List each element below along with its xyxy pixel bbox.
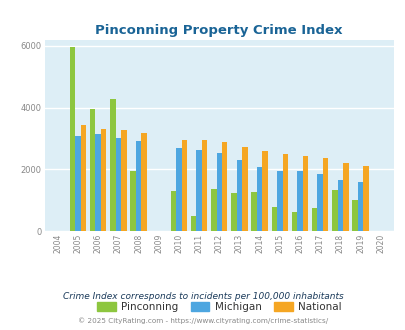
Bar [95,134,100,231]
Legend: Pinconning, Michigan, National: Pinconning, Michigan, National [92,297,345,316]
Bar [276,171,282,231]
Bar [322,158,328,231]
Bar [331,190,337,231]
Bar [337,180,342,231]
Title: Pinconning Property Crime Index: Pinconning Property Crime Index [95,24,342,37]
Bar [282,154,287,231]
Bar [100,129,106,231]
Bar [357,182,362,231]
Bar [110,99,115,231]
Bar [222,143,227,231]
Bar [271,207,276,231]
Bar [135,141,141,231]
Bar [130,171,135,231]
Bar [201,140,207,231]
Bar [90,109,95,231]
Bar [362,166,368,231]
Bar [141,133,146,231]
Bar [176,148,181,231]
Bar [256,167,262,231]
Bar [311,208,317,231]
Bar [70,47,75,231]
Bar [251,192,256,231]
Bar [317,174,322,231]
Bar [352,200,357,231]
Bar [231,193,236,231]
Bar [190,216,196,231]
Bar [291,212,296,231]
Text: Crime Index corresponds to incidents per 100,000 inhabitants: Crime Index corresponds to incidents per… [62,292,343,301]
Bar [121,130,126,231]
Bar [216,152,222,231]
Bar [115,138,121,231]
Bar [196,150,201,231]
Bar [302,156,307,231]
Text: © 2025 CityRating.com - https://www.cityrating.com/crime-statistics/: © 2025 CityRating.com - https://www.city… [78,317,327,324]
Bar [342,163,347,231]
Bar [211,189,216,231]
Bar [296,171,302,231]
Bar [75,136,81,231]
Bar [170,191,176,231]
Bar [262,151,267,231]
Bar [181,140,187,231]
Bar [241,147,247,231]
Bar [81,125,86,231]
Bar [236,160,241,231]
